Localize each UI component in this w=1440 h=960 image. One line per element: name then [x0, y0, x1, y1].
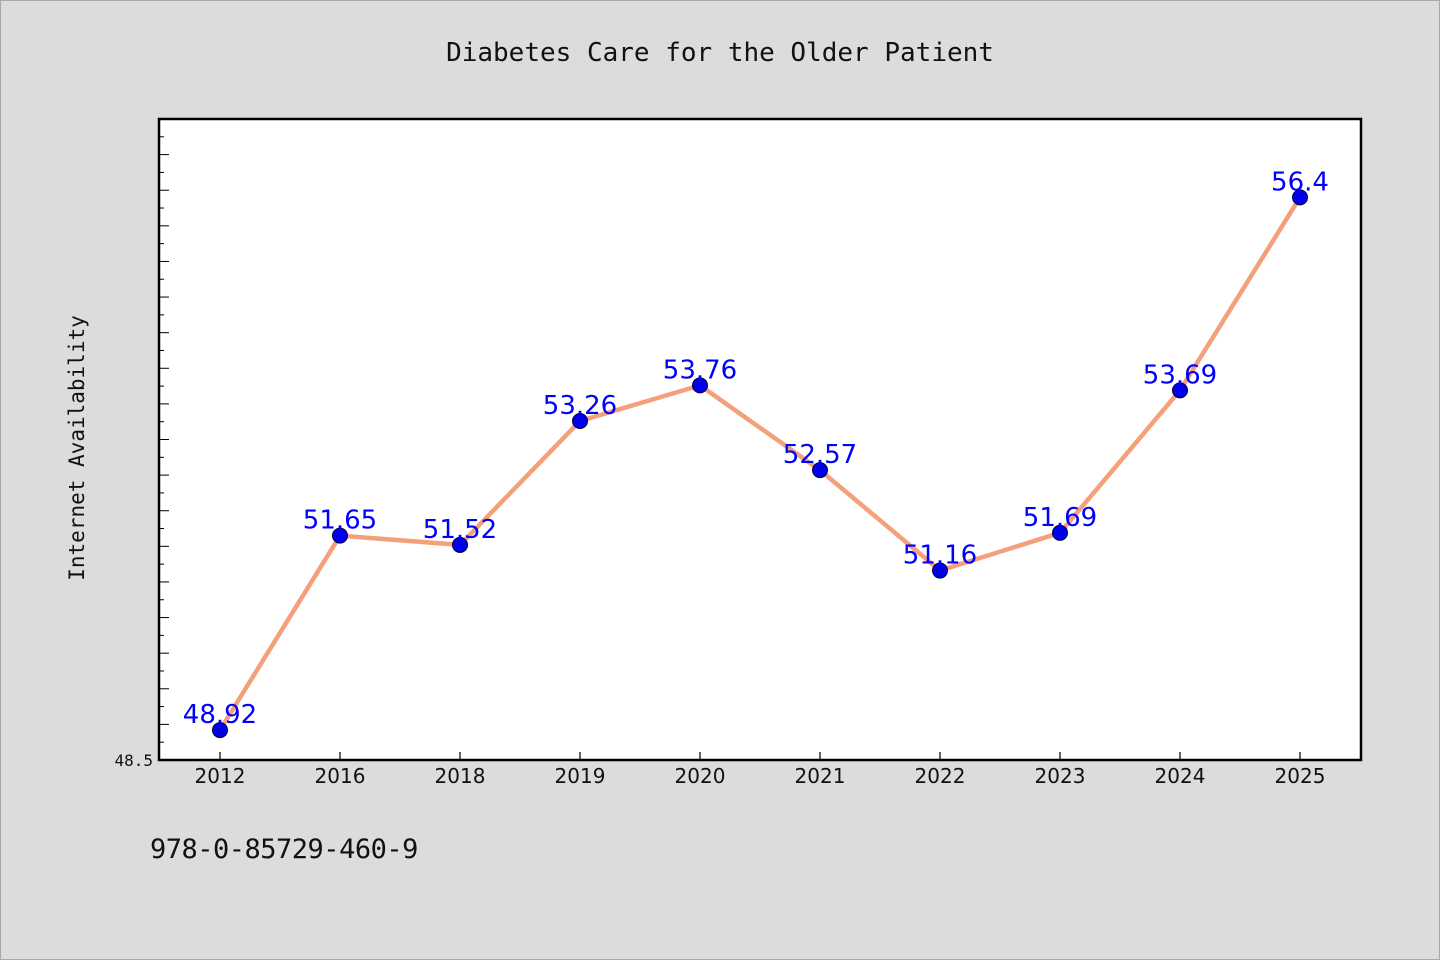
x-tick-label: 2024: [1155, 764, 1206, 788]
data-label: 52.57: [783, 440, 857, 470]
x-tick-label: 2023: [1035, 764, 1086, 788]
data-point: [1172, 382, 1188, 399]
data-label: 48.92: [183, 700, 257, 730]
x-tick-label: 2020: [675, 764, 726, 788]
x-tick-label: 2018: [435, 764, 486, 788]
x-tick-label: 2019: [555, 764, 606, 788]
data-label: 51.65: [303, 506, 377, 536]
series-polyline: [218, 196, 1302, 732]
data-point: [452, 536, 468, 553]
data-label: 51.52: [423, 515, 497, 545]
data-points: [212, 189, 1308, 739]
data-label: 51.16: [903, 541, 977, 571]
x-tick-label: 2012: [195, 764, 246, 788]
data-point: [1052, 524, 1068, 541]
y-axis-ticks: [159, 136, 169, 761]
series-line: [218, 196, 1302, 732]
x-tick-label: 2016: [315, 764, 366, 788]
data-point: [332, 527, 348, 544]
chart-title: Diabetes Care for the Older Patient: [446, 38, 994, 68]
data-point: [1292, 189, 1308, 206]
data-point: [812, 462, 828, 479]
y-tick-label: 48.5: [114, 751, 153, 770]
data-label: 51.69: [1023, 503, 1097, 533]
data-point: [932, 562, 948, 579]
data-label: 53.76: [663, 355, 737, 385]
isbn-text: 978-0-85729-460-9: [150, 834, 418, 865]
x-tick-label: 2021: [795, 764, 846, 788]
data-label: 53.26: [543, 391, 617, 421]
data-point: [692, 377, 708, 394]
x-tick-label: 2025: [1275, 764, 1326, 788]
data-label: 56.4: [1271, 167, 1329, 197]
x-tick-label: 2022: [915, 764, 966, 788]
y-axis-label: Internet Availability: [65, 315, 89, 581]
data-point: [212, 722, 228, 739]
data-point: [572, 412, 588, 429]
data-labels: 48.92 51.65 51.52 53.26 53.76 52.57 51.16 51.69…: [183, 167, 1329, 730]
x-axis: 2012 2016 2018 2019 2020 2021 2022 2023 2024 2025: [195, 752, 1326, 788]
data-label: 53.69: [1143, 360, 1217, 390]
plot-area: [157, 117, 1363, 762]
